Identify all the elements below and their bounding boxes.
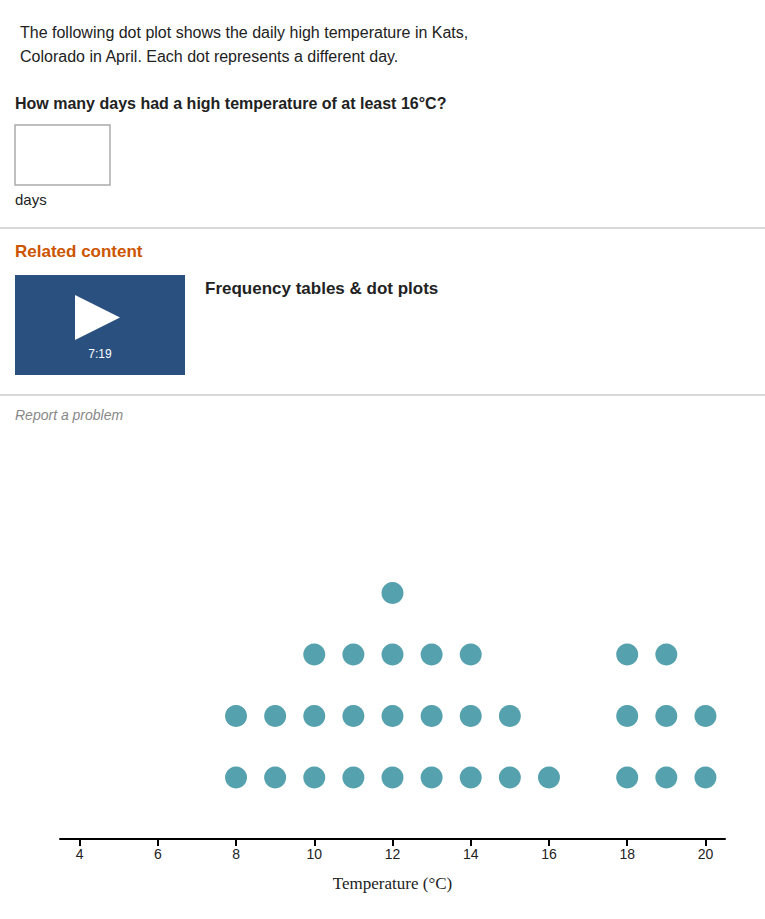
svg-text:days: days xyxy=(15,191,47,208)
svg-text:The following dot plot shows t: The following dot plot shows the daily h… xyxy=(20,24,468,41)
svg-text:Related content: Related content xyxy=(15,242,143,261)
svg-text:12: 12 xyxy=(385,846,401,862)
svg-text:20: 20 xyxy=(698,846,714,862)
svg-text:Report a problem: Report a problem xyxy=(15,407,124,423)
svg-text:18: 18 xyxy=(619,846,635,862)
svg-text:4: 4 xyxy=(76,846,84,862)
svg-text:16: 16 xyxy=(541,846,557,862)
svg-text:14: 14 xyxy=(463,846,479,862)
svg-text:6: 6 xyxy=(154,846,162,862)
svg-text:How many days had a high tempe: How many days had a high temperature of … xyxy=(15,95,446,112)
svg-text:Colorado in April. Each dot re: Colorado in April. Each dot represents a… xyxy=(20,48,398,65)
svg-text:Temperature (°C): Temperature (°C) xyxy=(333,874,452,893)
svg-text:10: 10 xyxy=(306,846,322,862)
svg-text:Frequency tables & dot plots: Frequency tables & dot plots xyxy=(205,279,438,298)
svg-text:8: 8 xyxy=(232,846,240,862)
svg-text:7:19: 7:19 xyxy=(88,347,112,361)
